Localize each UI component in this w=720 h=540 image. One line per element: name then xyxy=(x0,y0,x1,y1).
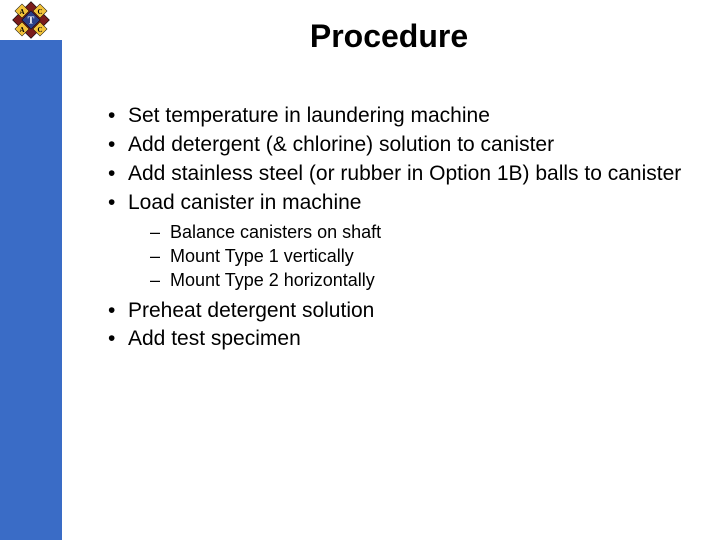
aatcc-logo: A C A C T xyxy=(0,0,62,40)
slide-title: Procedure xyxy=(92,18,686,55)
logo-letter-br: C xyxy=(37,26,42,34)
list-item: Add detergent (& chlorine) solution to c… xyxy=(106,132,686,159)
bullet-list: Set temperature in laundering machine Ad… xyxy=(92,103,686,353)
list-item: Set temperature in laundering machine xyxy=(106,103,686,130)
bullet-text: Add stainless steel (or rubber in Option… xyxy=(128,162,681,185)
sub-bullet-text: Mount Type 1 vertically xyxy=(170,246,354,266)
sub-bullet-list: Balance canisters on shaft Mount Type 1 … xyxy=(128,221,686,292)
list-item: Add test specimen xyxy=(106,326,686,353)
logo-letter-bl: A xyxy=(19,26,24,34)
logo-letter-tr: C xyxy=(37,8,42,16)
sidebar: A C A C T xyxy=(0,0,62,540)
list-item: Mount Type 2 horizontally xyxy=(150,269,686,292)
bullet-text: Add detergent (& chlorine) solution to c… xyxy=(128,133,554,156)
sub-bullet-text: Mount Type 2 horizontally xyxy=(170,270,375,290)
list-item: Balance canisters on shaft xyxy=(150,221,686,244)
list-item: Preheat detergent solution xyxy=(106,298,686,325)
list-item: Mount Type 1 vertically xyxy=(150,245,686,268)
bullet-text: Preheat detergent solution xyxy=(128,299,374,322)
slide-content: Procedure Set temperature in laundering … xyxy=(62,0,720,540)
list-item: Add stainless steel (or rubber in Option… xyxy=(106,161,686,188)
bullet-text: Add test specimen xyxy=(128,327,301,350)
bullet-text: Load canister in machine xyxy=(128,191,361,214)
list-item: Load canister in machine Balance caniste… xyxy=(106,190,686,292)
logo-letter-center: T xyxy=(28,16,35,27)
bullet-text: Set temperature in laundering machine xyxy=(128,104,490,127)
sidebar-bar xyxy=(0,40,62,540)
sub-bullet-text: Balance canisters on shaft xyxy=(170,222,381,242)
logo-letter-tl: A xyxy=(19,8,24,16)
